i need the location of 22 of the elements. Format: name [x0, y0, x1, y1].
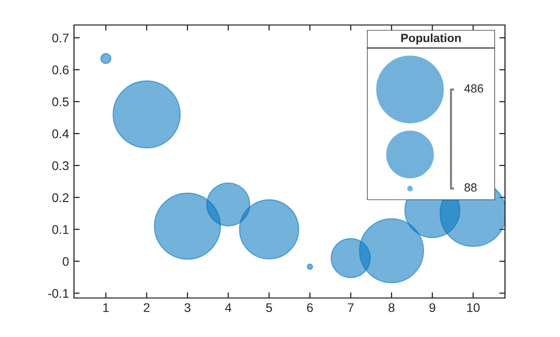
annotation: 88	[464, 183, 477, 192]
y-tick-label: 0.5	[52, 97, 69, 106]
y-tick-label: 0	[62, 257, 69, 266]
y-tick-label: 0.2	[52, 193, 69, 202]
x-tick-label: 6	[307, 303, 313, 312]
y-tick-label: 0.1	[52, 225, 69, 234]
x-tick-label: 3	[184, 303, 190, 312]
x-tick-label: 2	[144, 303, 150, 312]
y-tick-label: 0.7	[52, 34, 69, 42]
y-tick-label: -0.1	[48, 289, 69, 298]
legend-label: 486	[464, 84, 484, 93]
x-tick-label: 4	[225, 303, 232, 312]
x-tick-label: 8	[388, 303, 394, 312]
legend-title: Population	[401, 34, 461, 45]
y-tick-label: 0.4	[52, 129, 69, 138]
x-tick-label: 5	[266, 303, 272, 312]
x-tick-label: 1	[103, 303, 109, 312]
x-tick-label: 7	[348, 303, 354, 312]
x-tick-label: 9	[429, 303, 436, 312]
x-tick-label: 10	[467, 303, 480, 312]
y-tick-label: 0.6	[52, 66, 69, 74]
y-tick-label: 0.3	[52, 161, 69, 170]
